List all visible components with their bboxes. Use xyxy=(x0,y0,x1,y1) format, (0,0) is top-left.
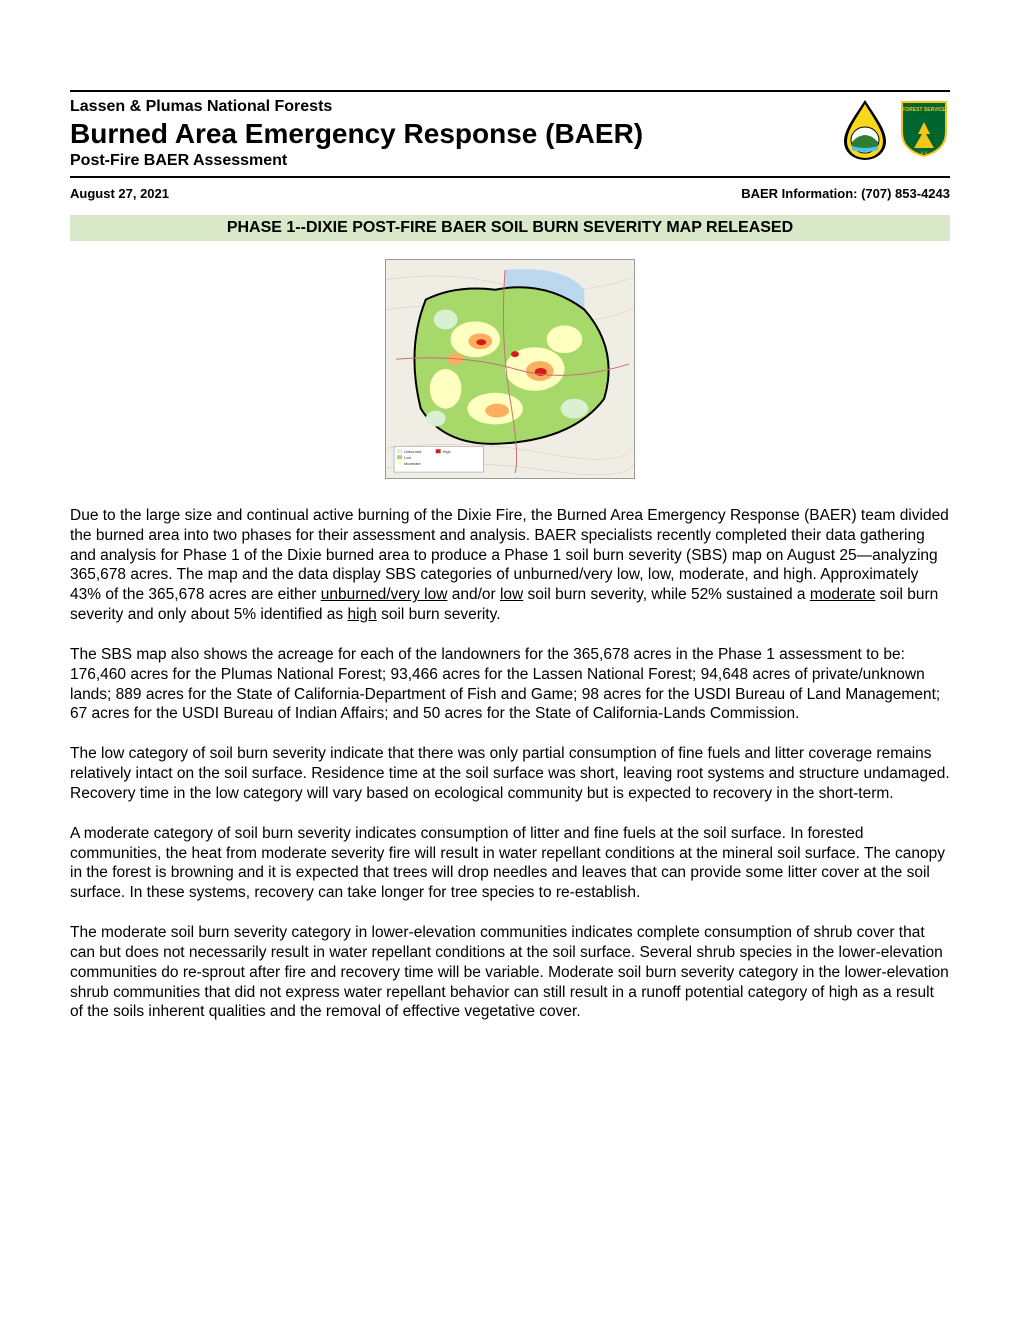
svg-text:Low: Low xyxy=(404,455,411,460)
paragraph-4: A moderate category of soil burn severit… xyxy=(70,824,950,903)
usfs-shield-logo-icon: FOREST SERVICE U S xyxy=(898,100,950,158)
contact-info: BAER Information: (707) 853-4243 xyxy=(741,186,950,201)
header-overline: Lassen & Plumas National Forests xyxy=(70,98,842,116)
svg-text:High: High xyxy=(443,449,451,454)
soil-burn-severity-map-icon: Unburned Low Moderate High xyxy=(385,259,635,479)
paragraph-5: The moderate soil burn severity category… xyxy=(70,923,950,1022)
p1-underline-1: unburned/very low xyxy=(321,586,448,603)
p1-underline-4: high xyxy=(347,606,376,623)
baer-drop-logo-icon xyxy=(842,98,888,160)
p1-text-b: and/or xyxy=(447,586,500,603)
svg-text:Moderate: Moderate xyxy=(404,461,422,466)
svg-text:U S: U S xyxy=(921,150,928,155)
p1-underline-2: low xyxy=(500,586,523,603)
meta-row: August 27, 2021 BAER Information: (707) … xyxy=(70,186,950,201)
p1-text-e: soil burn severity. xyxy=(377,606,501,623)
header-text-block: Lassen & Plumas National Forests Burned … xyxy=(70,94,842,170)
document-subtitle: Post-Fire BAER Assessment xyxy=(70,152,842,170)
document-date: August 27, 2021 xyxy=(70,186,169,201)
document-title: Burned Area Emergency Response (BAER) xyxy=(70,118,842,150)
header-logos: FOREST SERVICE U S xyxy=(842,94,950,160)
map-figure: Unburned Low Moderate High xyxy=(70,259,950,484)
section-banner: PHASE 1--DIXIE POST-FIRE BAER SOIL BURN … xyxy=(70,215,950,241)
paragraph-2: The SBS map also shows the acreage for e… xyxy=(70,645,950,724)
paragraph-1: Due to the large size and continual acti… xyxy=(70,506,950,625)
p1-underline-3: moderate xyxy=(810,586,875,603)
header-top-rule xyxy=(70,90,950,92)
svg-text:Unburned: Unburned xyxy=(404,449,421,454)
paragraph-3: The low category of soil burn severity i… xyxy=(70,744,950,803)
document-header: Lassen & Plumas National Forests Burned … xyxy=(70,94,950,178)
svg-text:FOREST SERVICE: FOREST SERVICE xyxy=(902,107,946,113)
p1-text-c: soil burn severity, while 52% sustained … xyxy=(523,586,810,603)
